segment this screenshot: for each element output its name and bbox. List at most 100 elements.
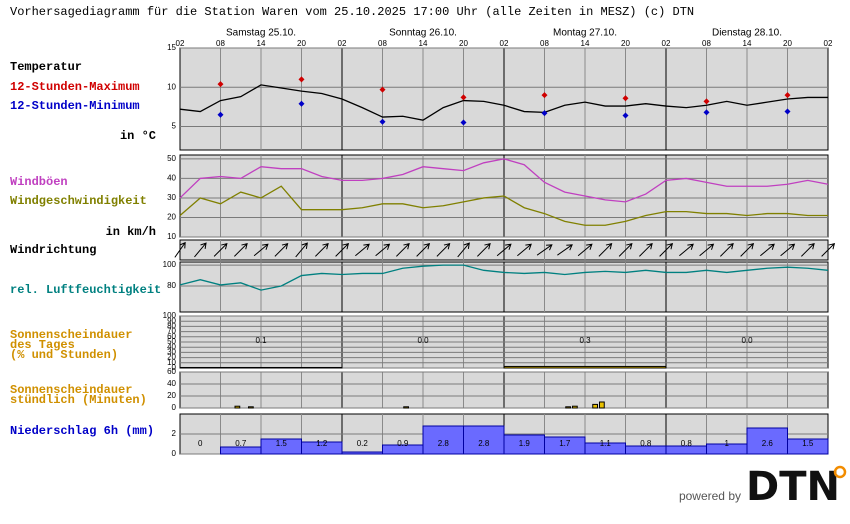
wind-arrow <box>598 242 613 257</box>
title: Vorhersagediagramm für die Station Waren… <box>10 5 694 19</box>
bar <box>565 406 571 409</box>
marker <box>622 95 629 102</box>
legend-entry: rel. Luftfeuchtigkeit <box>10 283 161 297</box>
wind-arrow <box>253 243 269 257</box>
hour-label: 08 <box>378 39 387 48</box>
bar-label: 1.5 <box>802 439 814 448</box>
logo: DTN <box>746 464 840 510</box>
day-label: Samstag 25.10. <box>226 28 296 39</box>
hour-label: 08 <box>702 39 711 48</box>
wind-arrow <box>639 242 653 257</box>
marker <box>379 118 386 125</box>
wind-arrow <box>557 244 573 256</box>
marker <box>460 94 467 101</box>
wind-arrow <box>335 242 350 257</box>
wind-arrow <box>194 242 207 258</box>
day-label: Sonntag 26.10. <box>389 28 457 39</box>
bar <box>422 425 464 455</box>
panel-label: des Tages <box>10 338 75 352</box>
bar-label: 0.2 <box>357 439 369 448</box>
wind-arrow <box>821 242 836 257</box>
y-tick-label: 0 <box>172 449 177 458</box>
wind-arrow <box>801 242 815 257</box>
unit-label: in km/h <box>106 225 156 239</box>
y-tick-label: 30 <box>167 348 176 357</box>
y-tick-label: 2 <box>172 429 177 438</box>
bar <box>503 365 667 369</box>
wind-arrow <box>396 242 410 257</box>
y-tick-label: 60 <box>167 367 176 376</box>
marker <box>541 110 548 117</box>
y-tick-label: 80 <box>167 322 176 331</box>
bar-label: 0.8 <box>681 439 693 448</box>
y-tick-label: 80 <box>167 281 176 290</box>
bar-label: 2.6 <box>762 439 774 448</box>
wind-arrow <box>496 243 512 257</box>
wind-arrow <box>457 242 470 258</box>
wind-arrow <box>416 242 431 257</box>
y-tick-label: 60 <box>167 332 176 341</box>
wind-arrow <box>659 242 674 257</box>
y-tick-label: 20 <box>167 391 176 400</box>
bar-label: 0.8 <box>640 439 652 448</box>
hour-label: 02 <box>176 39 185 48</box>
bar-label: 2.8 <box>438 439 450 448</box>
hour-label: 14 <box>257 39 266 48</box>
wind-arrow <box>517 243 532 257</box>
marker <box>541 92 548 99</box>
marker <box>298 76 305 83</box>
marker <box>460 119 467 126</box>
bar-label: 0 <box>198 439 203 448</box>
hour-label: 02 <box>500 39 509 48</box>
bar <box>787 438 829 455</box>
wind-arrow <box>213 242 228 257</box>
wind-arrow <box>699 243 715 257</box>
wind-arrow <box>375 243 391 257</box>
wind-arrow <box>577 243 593 257</box>
y-tick-label: 100 <box>163 311 177 320</box>
bar-label: 0.1 <box>255 336 267 345</box>
hour-label: 14 <box>419 39 428 48</box>
day-label: Dienstag 28.10. <box>712 28 782 39</box>
legend-entry: Temperatur <box>10 60 82 74</box>
y-tick-label: 15 <box>167 43 176 52</box>
hour-label: 14 <box>581 39 590 48</box>
hour-label: 20 <box>621 39 630 48</box>
y-tick-label: 20 <box>167 353 176 362</box>
y-tick-label: 10 <box>167 358 176 367</box>
panel-label: stündlich (Minuten) <box>10 393 147 407</box>
y-tick-label: 40 <box>167 379 176 388</box>
wind-arrow <box>679 243 694 257</box>
bar <box>234 405 241 409</box>
wind-arrow <box>436 242 451 257</box>
bar-label: 0.7 <box>235 439 247 448</box>
panel-label: Sonnenscheindauer <box>10 328 132 342</box>
marker <box>784 92 791 99</box>
bar <box>599 401 605 409</box>
bar-label: 1.9 <box>519 439 531 448</box>
wind-arrow <box>355 243 370 257</box>
wind-arrow <box>720 242 734 257</box>
bar-label: 1.5 <box>276 439 288 448</box>
bar-label: 2.8 <box>478 439 490 448</box>
series-line <box>179 84 828 121</box>
y-tick-label: 50 <box>167 154 176 163</box>
y-tick-label: 0 <box>172 403 177 412</box>
series-line <box>179 185 828 226</box>
bar <box>341 451 383 455</box>
marker <box>298 100 305 107</box>
hour-label: 08 <box>540 39 549 48</box>
y-tick-label: 70 <box>167 327 176 336</box>
series-line <box>179 158 829 203</box>
wind-arrow <box>760 243 775 257</box>
wind-arrow <box>780 243 796 257</box>
bar <box>592 403 598 409</box>
y-tick-label: 10 <box>167 232 176 241</box>
hour-label: 02 <box>662 39 671 48</box>
bar-label: 1.7 <box>559 439 571 448</box>
marker <box>622 112 629 119</box>
bar-label: 0.9 <box>397 439 409 448</box>
wind-arrow <box>477 242 491 257</box>
wind-arrow <box>618 242 633 257</box>
